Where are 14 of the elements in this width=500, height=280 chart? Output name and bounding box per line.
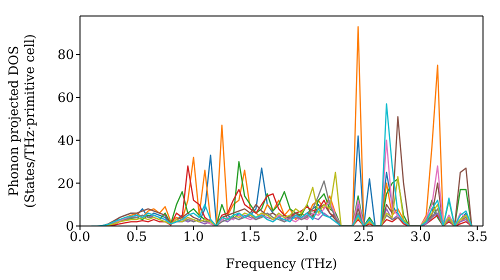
y-axis-title: Phonon projected DOS (States/THz·primitive cell) [7,34,38,208]
x-tick-label: 0.0 [70,230,90,246]
x-tick-label: 3.5 [466,230,488,246]
y-tick-label: 40 [57,134,74,149]
x-tick-label: 1.5 [240,230,261,246]
x-axis-title: Frequency (THz) [226,257,338,272]
y-tick-label: 80 [57,48,74,64]
y-tick-label: 60 [57,91,74,106]
x-tick-label: 2.0 [296,230,318,246]
x-tick-label: 2.5 [353,230,374,246]
x-tick-label: 1.0 [183,230,204,246]
x-tick-label: 3.0 [410,230,431,246]
y-tick-label: 20 [57,176,74,192]
x-tick-label: 0.5 [126,230,148,246]
